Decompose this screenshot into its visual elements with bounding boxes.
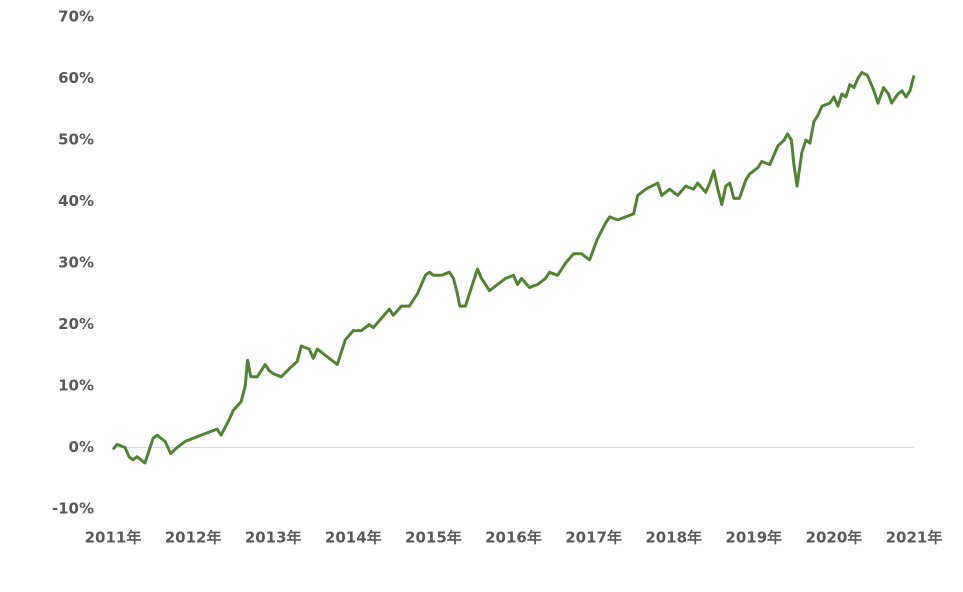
y-tick-label: 20% xyxy=(58,315,94,333)
x-tick-label: 2012年 xyxy=(165,529,222,547)
x-tick-label: 2020年 xyxy=(806,529,863,547)
y-tick-label: 40% xyxy=(58,192,94,210)
x-tick-label: 2017年 xyxy=(565,529,622,547)
x-tick-label: 2013年 xyxy=(245,529,302,547)
x-tick-label: 2014年 xyxy=(325,529,382,547)
x-tick-label: 2021年 xyxy=(886,529,943,547)
y-tick-label: -10% xyxy=(52,500,94,518)
y-tick-label: 50% xyxy=(58,131,94,149)
x-tick-label: 2016年 xyxy=(485,529,542,547)
y-tick-label: 70% xyxy=(58,8,94,26)
x-tick-label: 2019年 xyxy=(725,529,782,547)
y-tick-label: 0% xyxy=(69,438,94,456)
y-tick-label: 10% xyxy=(58,377,94,395)
x-tick-label: 2015年 xyxy=(405,529,462,547)
y-tick-label: 30% xyxy=(58,254,94,272)
line-series xyxy=(111,70,916,465)
x-tick-label: 2011年 xyxy=(85,529,142,547)
x-tick-label: 2018年 xyxy=(645,529,702,547)
y-tick-label: 60% xyxy=(58,69,94,87)
